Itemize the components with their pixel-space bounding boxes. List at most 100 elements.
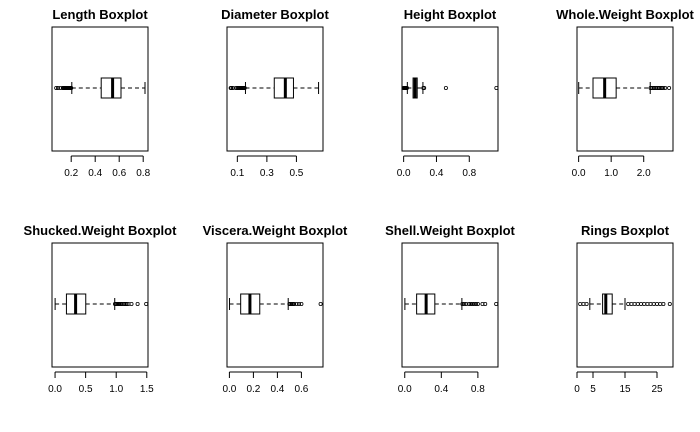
outlier-point xyxy=(114,301,119,306)
outlier-point xyxy=(404,86,409,91)
outlier-point xyxy=(299,301,304,306)
x-tick-label: 0.1 xyxy=(230,168,244,179)
outlier-point xyxy=(642,301,647,306)
outlier-point xyxy=(632,301,637,306)
boxplot-panel: Whole.Weight Boxplot 0.0 1.0 2.0 xyxy=(556,7,694,179)
outlier-point xyxy=(655,301,660,306)
x-tick-label: 0.5 xyxy=(289,168,303,179)
outlier-point xyxy=(144,301,149,306)
outlier-point xyxy=(318,301,323,306)
panel-title: Diameter Boxplot xyxy=(221,7,329,22)
panel-title: Height Boxplot xyxy=(404,7,497,22)
outlier-point xyxy=(649,86,654,91)
outlier-point xyxy=(661,301,666,306)
outlier-point xyxy=(483,301,488,306)
outlier-point xyxy=(463,301,468,306)
x-tick-label: 0.0 xyxy=(397,168,411,179)
outlier-point xyxy=(658,301,663,306)
outlier-point xyxy=(468,301,473,306)
outlier-point xyxy=(635,301,640,306)
outlier-point xyxy=(422,86,427,91)
outlier-point xyxy=(663,86,668,91)
x-tick-label: 0.8 xyxy=(462,168,476,179)
panel-title: Shucked.Weight Boxplot xyxy=(24,223,178,238)
x-tick-label: 0.4 xyxy=(270,384,284,395)
outlier-point xyxy=(657,86,662,91)
outlier-point xyxy=(56,86,61,91)
outlier-point xyxy=(135,301,140,306)
outlier-point xyxy=(626,301,631,306)
outlier-point xyxy=(462,301,467,306)
outlier-point xyxy=(667,301,672,306)
outlier-point xyxy=(460,301,465,306)
outlier-point xyxy=(475,301,480,306)
x-tick-label: 25 xyxy=(651,384,663,395)
plot-frame xyxy=(226,242,324,368)
outlier-point xyxy=(648,301,653,306)
outlier-point xyxy=(69,86,74,91)
outlier-point xyxy=(294,301,299,306)
outlier-point xyxy=(229,86,234,91)
x-tick-label: 2.0 xyxy=(637,168,651,179)
outlier-point xyxy=(117,301,122,306)
x-tick-label: 0.3 xyxy=(260,168,274,179)
outlier-point xyxy=(581,301,586,306)
x-tick-label: 0.8 xyxy=(136,168,150,179)
x-tick-label: 15 xyxy=(619,384,631,395)
boxplot-panel: Rings Boxplot 0 5 15 25 xyxy=(574,223,674,395)
outlier-point xyxy=(116,301,121,306)
outlier-point xyxy=(122,301,127,306)
x-tick-label: 1.0 xyxy=(109,384,123,395)
outlier-point xyxy=(629,301,634,306)
plot-frame xyxy=(51,26,149,152)
outlier-point xyxy=(578,301,583,306)
outlier-point xyxy=(470,301,475,306)
outlier-point xyxy=(115,301,120,306)
x-tick-label: 5 xyxy=(590,384,596,395)
outlier-point xyxy=(129,301,134,306)
x-tick-label: 1.0 xyxy=(604,168,618,179)
x-tick-label: 0.4 xyxy=(434,384,448,395)
boxplot-panel: Shell.Weight Boxplot 0.0 0.4 0.8 xyxy=(385,223,515,395)
plot-frame xyxy=(51,242,149,368)
x-tick-label: 0.6 xyxy=(112,168,126,179)
plot-frame xyxy=(576,242,674,368)
x-tick-label: 0.0 xyxy=(222,384,236,395)
outlier-point xyxy=(651,301,656,306)
outlier-point xyxy=(124,301,129,306)
outlier-point xyxy=(242,86,247,91)
outlier-point xyxy=(466,301,471,306)
outlier-point xyxy=(443,86,448,91)
x-tick-label: 0.0 xyxy=(572,168,586,179)
outlier-point xyxy=(655,86,660,91)
x-tick-label: 0 xyxy=(574,384,580,395)
x-tick-label: 0.2 xyxy=(246,384,260,395)
boxplot-panel: Shucked.Weight Boxplot 0.0 0.5 1.0 1.5 xyxy=(24,223,178,395)
x-tick-label: 0.8 xyxy=(471,384,485,395)
panel-title: Whole.Weight Boxplot xyxy=(556,7,694,22)
outlier-point xyxy=(494,301,499,306)
panel-title: Shell.Weight Boxplot xyxy=(385,223,515,238)
outlier-point xyxy=(584,301,589,306)
outlier-point xyxy=(472,301,477,306)
boxplot-panel: Length Boxplot 0.2 0.4 0.6 0.8 xyxy=(51,7,151,179)
panel-title: Length Boxplot xyxy=(52,7,148,22)
x-tick-label: 0.0 xyxy=(48,384,62,395)
iqr-box xyxy=(602,293,613,315)
x-tick-label: 1.5 xyxy=(140,384,154,395)
x-tick-label: 0.6 xyxy=(294,384,308,395)
plot-frame xyxy=(576,26,674,152)
x-tick-label: 0.5 xyxy=(79,384,93,395)
boxplot-panel: Viscera.Weight Boxplot 0.0 0.2 0.4 0.6 xyxy=(203,223,348,395)
x-tick-label: 0.0 xyxy=(398,384,412,395)
outlier-point xyxy=(296,301,301,306)
x-tick-label: 0.4 xyxy=(430,168,444,179)
boxplot-panel: Diameter Boxplot 0.1 0.3 0.5 xyxy=(221,7,329,179)
panel-title: Rings Boxplot xyxy=(581,223,670,238)
outlier-point xyxy=(480,301,485,306)
outlier-point xyxy=(292,301,297,306)
x-tick-label: 0.2 xyxy=(64,168,78,179)
outlier-point xyxy=(494,86,499,91)
outlier-point xyxy=(289,301,294,306)
